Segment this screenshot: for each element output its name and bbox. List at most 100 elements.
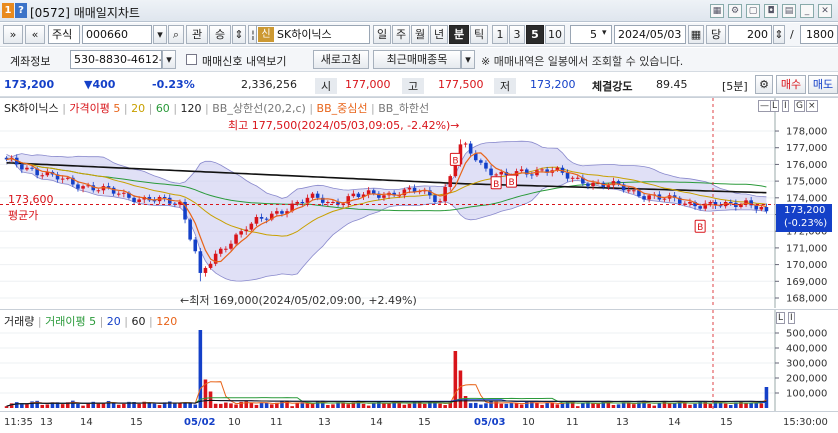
volume-bar — [356, 400, 361, 408]
print-icon[interactable]: ▤ — [782, 4, 796, 18]
volume-bar — [535, 402, 539, 408]
interval-1[interactable]: 1 — [492, 25, 508, 44]
panel-log-icon[interactable]: L — [770, 100, 780, 112]
volume-tick-label: 300,000 — [786, 359, 827, 370]
volume-bar — [565, 401, 570, 408]
volume-bar — [86, 402, 90, 408]
seung-button[interactable]: 승 — [209, 25, 231, 44]
volume-bar — [213, 403, 218, 408]
period-day[interactable]: 일 — [373, 25, 391, 44]
gwan-button[interactable]: 관 — [186, 25, 208, 44]
panel-scale-icon[interactable]: I — [782, 100, 789, 112]
sell-button[interactable]: 매도 — [808, 75, 838, 94]
panel-grid-icon[interactable]: G — [794, 100, 805, 112]
camera-icon[interactable]: ◘ — [764, 4, 778, 18]
price-chart-panel[interactable]: 178,000177,000176,000175,000174,000173,0… — [0, 97, 838, 308]
volume-bar — [494, 401, 498, 408]
count-spin-icon[interactable]: ⇕ — [773, 25, 785, 44]
recent-dropdown-icon[interactable]: ▾ — [461, 50, 475, 69]
date-input[interactable]: 2024/05/03 — [614, 25, 686, 44]
open-price: 177,000 — [345, 78, 391, 91]
refresh-button[interactable]: 새로고침 — [313, 50, 369, 69]
candle-body — [586, 183, 590, 187]
interval-dropdown-icon[interactable]: ▾ — [602, 28, 607, 38]
candle-body — [244, 229, 249, 232]
period-minute[interactable]: 분 — [449, 25, 469, 44]
collapse-left-icon[interactable]: » — [3, 25, 23, 44]
bollinger-band-area — [6, 141, 767, 282]
candle-body — [30, 167, 34, 169]
volume-scale-icon[interactable]: I — [788, 312, 795, 324]
open-label: 시 — [315, 78, 337, 94]
legend-bb-mid: BB_중심선 — [316, 102, 368, 115]
candle-body — [106, 186, 111, 188]
volume-bar — [575, 406, 580, 408]
spin-arrows-icon[interactable]: ⇕ — [232, 25, 246, 44]
volume-chart-panel[interactable]: 500,000 400,000 300,000 200,000 100,000 거래량 … — [0, 309, 838, 412]
stock-code-input[interactable]: 000660 — [82, 25, 152, 44]
period-month[interactable]: 월 — [411, 25, 429, 44]
candle-body — [300, 201, 305, 203]
period-week[interactable]: 주 — [392, 25, 410, 44]
code-dropdown-icon[interactable]: ▾ — [153, 25, 167, 44]
volume-log-icon[interactable]: L — [776, 312, 786, 324]
search-icon[interactable]: ⌕ — [168, 25, 184, 44]
volume-bar — [244, 401, 249, 408]
minimize-icon[interactable]: _ — [800, 4, 814, 18]
close-icon[interactable]: ✕ — [818, 4, 832, 18]
calendar-icon[interactable]: ▦ — [688, 25, 704, 44]
price-tick-label: 171,000 — [786, 243, 827, 254]
count-input[interactable]: 200 — [728, 25, 772, 44]
candle-body — [606, 185, 611, 187]
volume-bar — [137, 403, 141, 408]
candle-body — [596, 182, 600, 184]
period-year[interactable]: 년 — [430, 25, 448, 44]
volume-bar — [290, 406, 294, 408]
account-dropdown-icon[interactable]: ▾ — [162, 50, 176, 69]
volume-bar — [672, 403, 677, 408]
period-tick[interactable]: 틱 — [470, 25, 488, 44]
signal-checkbox[interactable] — [186, 54, 197, 65]
settings-icon[interactable]: ⚙ — [728, 4, 742, 18]
current-date-button[interactable]: 당 — [706, 25, 726, 44]
help-icon[interactable]: ? — [15, 3, 27, 18]
lock-icon[interactable]: ▢ — [746, 4, 760, 18]
candle-body — [535, 170, 539, 176]
interval-5[interactable]: 5 — [526, 25, 544, 44]
price-chart-svg: 178,000177,000176,000175,000174,000173,0… — [0, 98, 827, 308]
volume-bar — [116, 404, 121, 408]
market-select[interactable]: 주식 — [48, 25, 80, 44]
volume-bar — [45, 404, 50, 408]
trade-signals: BB BB — [449, 152, 706, 233]
price-y-axis: 178,000177,000176,000175,000174,000173,0… — [774, 98, 827, 308]
candle-body — [422, 190, 427, 192]
buy-button[interactable]: 매수 — [776, 75, 806, 94]
price-change-pct: -0.23% — [152, 78, 195, 91]
volume-tick-label: 400,000 — [786, 344, 827, 355]
interval-select[interactable]: 5 — [570, 25, 612, 44]
account-number-select[interactable]: 530-8830-4612- — [70, 50, 162, 69]
time-tick-label: 15 — [130, 417, 143, 428]
volume-bar — [728, 405, 733, 408]
panel-close-icon[interactable]: × — [806, 100, 818, 112]
volume-bar — [331, 404, 335, 408]
recent-trades-button[interactable]: 최근매매종목 — [373, 50, 461, 69]
volume-bar — [4, 406, 9, 408]
volume-bar — [540, 404, 544, 408]
volume-bar — [55, 402, 60, 408]
candle-body — [127, 192, 131, 198]
interval-3[interactable]: 3 — [509, 25, 525, 44]
volume-bar — [626, 402, 631, 408]
chart-settings-icon[interactable]: ⚙ — [755, 75, 773, 94]
max-count-field: 1800 — [800, 25, 838, 44]
interval-10[interactable]: 10 — [545, 25, 565, 44]
volume-bar — [530, 401, 534, 408]
candle-body — [213, 253, 218, 264]
grid-icon[interactable]: ▦ — [710, 4, 724, 18]
volume-bar — [723, 403, 728, 408]
collapse-up-icon[interactable]: « — [25, 25, 45, 44]
volume-bar — [218, 403, 223, 408]
candle-body — [524, 169, 529, 175]
volume-bar — [412, 401, 417, 408]
volume-bar — [519, 404, 524, 408]
